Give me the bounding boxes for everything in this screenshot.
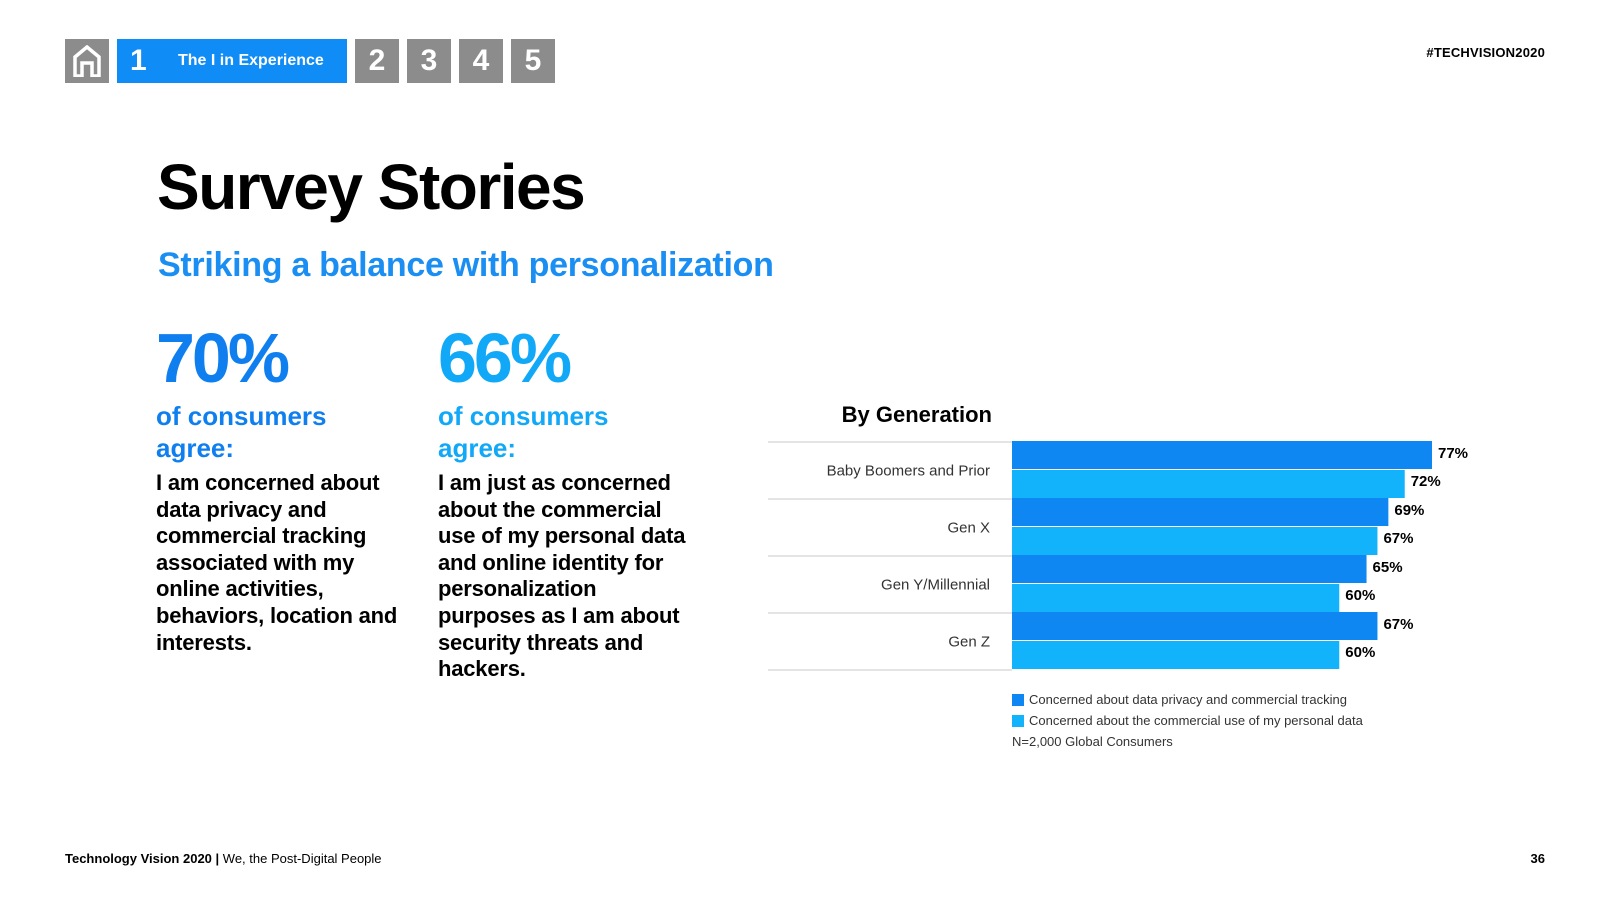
stat-subheading: of consumers agree: [156,401,327,463]
home-button[interactable] [65,39,109,83]
legend-label: Concerned about the commercial use of my… [1029,713,1363,728]
bar-value-label: 60% [1345,587,1375,604]
legend-label: Concerned about data privacy and commerc… [1029,692,1347,707]
chart-title: By Generation [841,402,992,427]
bar-value-label: 67% [1383,616,1413,633]
chart-legend: Concerned about data privacy and commerc… [1012,689,1363,752]
bar-value-label: 65% [1373,559,1403,576]
stat-card-1: 70% of consumers agree: I am concerned a… [156,322,406,656]
legend-swatch [1012,693,1024,706]
footer-report-theme: We, the Post-Digital People [222,851,382,866]
legend-swatch [1012,714,1024,727]
bar-value-label: 69% [1394,502,1424,519]
home-icon [73,45,101,77]
bar-privacy-tracking [1012,612,1378,640]
stat-value: 66% [438,319,572,397]
sample-note: N=2,000 Global Consumers [1012,734,1173,749]
stat-statement: I am concerned about data privacy and co… [156,470,398,655]
nav-section-label: The I in Experience [178,52,324,69]
nav-section-1[interactable]: 1 The I in Experience [117,39,347,83]
stat-card-2: 66% of consumers agree: I am just as con… [438,322,688,683]
nav-section-number: 1 [130,44,147,77]
category-label: Gen X [947,520,990,537]
page-title: Survey Stories [157,151,586,223]
bar-privacy-tracking [1012,498,1389,526]
legend-item-series-2: Concerned about the commercial use of my… [1012,710,1363,731]
nav-section-3[interactable]: 3 [407,39,451,83]
page-subtitle: Striking a balance with personalization [158,246,774,284]
bar-commercial-use [1012,641,1340,669]
bar-value-label: 72% [1411,473,1441,490]
bar-value-label: 77% [1438,445,1468,462]
category-label: Gen Z [948,634,990,651]
footer-report-title: Technology Vision 2020 | We, the Post-Di… [65,851,382,866]
bar-commercial-use [1012,470,1405,498]
page-number: 36 [1530,851,1545,866]
nav-section-5[interactable]: 5 [511,39,555,83]
category-label: Gen Y/Millennial [881,577,990,594]
hashtag: #TECHVISION2020 [1426,45,1545,60]
legend-item-series-1: Concerned about data privacy and commerc… [1012,689,1363,710]
stat-value: 70% [156,319,290,397]
nav-section-4[interactable]: 4 [459,39,503,83]
stat-subheading: of consumers agree: [438,401,609,463]
section-nav: 1 The I in Experience 2 3 4 5 [65,39,563,83]
stat-statement: I am just as concerned about the commerc… [438,470,686,682]
footer-separator: | [215,851,220,866]
footer-report-name: Technology Vision 2020 [65,851,212,866]
bar-value-label: 60% [1345,644,1375,661]
bar-commercial-use [1012,584,1340,612]
nav-section-2[interactable]: 2 [355,39,399,83]
bar-value-label: 67% [1383,530,1413,547]
bar-privacy-tracking [1012,441,1432,469]
category-label: Baby Boomers and Prior [827,463,990,480]
bar-privacy-tracking [1012,555,1367,583]
bar-commercial-use [1012,527,1378,555]
